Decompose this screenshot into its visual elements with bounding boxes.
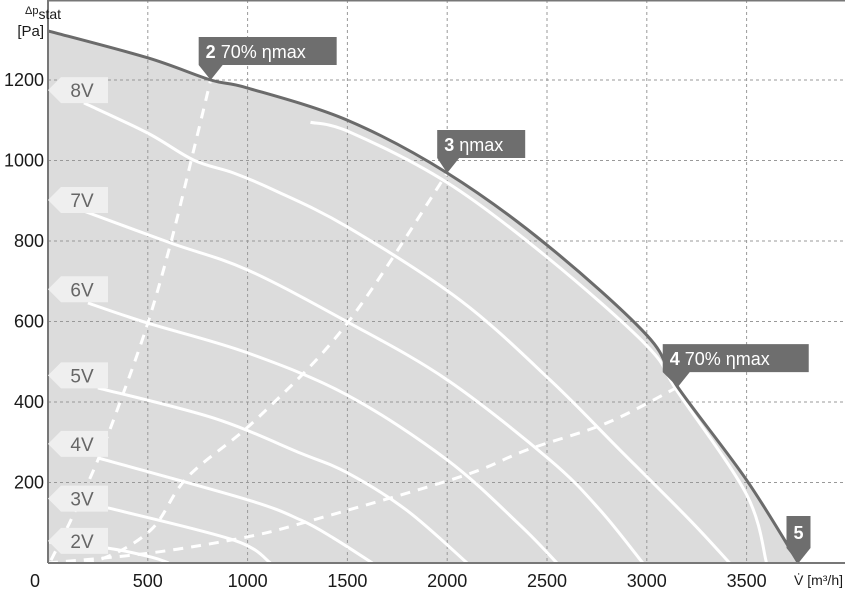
svg-text:270% ηmax: 2 70% ηmax [206, 42, 306, 62]
voltage-label-text: 4V [70, 435, 94, 456]
x-tick-label: 2500 [527, 571, 567, 591]
max-envelope [47, 29, 800, 564]
voltage-label-text: 7V [70, 191, 94, 212]
curve-max [310, 120, 769, 564]
x-tick-label: 2000 [427, 571, 467, 591]
curve-4v [97, 456, 374, 565]
callout-number: 4 [670, 349, 680, 369]
y-tick-label: 1200 [4, 70, 44, 90]
axes: 0 500 1000 1500 2000 2500 3000 3500 200 400 600 800… [4, 0, 845, 591]
voltage-label-4v: 4V [48, 430, 108, 457]
callout-number: 5 [793, 523, 803, 543]
operating-area [48, 30, 799, 563]
svg-text:470% ηmax: 4 70% ηmax [670, 349, 770, 369]
svg-text:5: 5 [793, 523, 803, 543]
voltage-label-text: 6V [70, 280, 94, 301]
voltage-label-3v: 3V [48, 485, 108, 512]
y-tick-label: 800 [14, 231, 44, 251]
x-tick-label: 3000 [627, 571, 667, 591]
callout-label: 70% ηmax [221, 42, 306, 62]
callout-label: 70% ηmax [685, 349, 770, 369]
voltage-label-7v: 7V [48, 186, 108, 213]
operating-area-fill [48, 30, 799, 563]
x-tick-label: 0 [30, 571, 40, 591]
x-tick-label: 1000 [228, 571, 268, 591]
voltage-label-text: 3V [70, 490, 94, 511]
callout-3: 3 ηmax [437, 129, 526, 173]
max-envelope-line [47, 29, 800, 564]
voltage-label-text: 5V [70, 366, 94, 387]
callout-4: 4 70% ηmax [662, 344, 809, 388]
voltage-label-8v: 8V [48, 77, 108, 104]
curve-6v [87, 301, 559, 565]
y-tick-label: 200 [14, 473, 44, 493]
x-axis-label: V̇ [m³/h] [794, 572, 843, 588]
curve-7v [80, 208, 644, 564]
curve-5v [97, 386, 469, 565]
x-tick-label: 1500 [327, 571, 367, 591]
y-tick-label: 600 [14, 312, 44, 332]
callout-number: 3 [444, 135, 454, 155]
voltage-labels: 8V 7V 6V 5V 4V 3V 2V [48, 77, 108, 554]
callout-label: ηmax [459, 135, 503, 155]
callout-number: 2 [206, 42, 216, 62]
x-tick-label: 3500 [727, 571, 767, 591]
voltage-label-6v: 6V [48, 276, 108, 303]
y-tick-label: 1000 [4, 151, 44, 171]
callout-2: 2 70% ηmax [198, 37, 337, 80]
voltage-label-5v: 5V [48, 362, 108, 389]
x-tick-label: 500 [133, 571, 163, 591]
voltage-label-2v: 2V [48, 527, 108, 554]
callout-5: 5 [786, 516, 811, 563]
curve-3v [107, 506, 272, 565]
voltage-label-text: 2V [70, 532, 94, 553]
efficiency-line-4 [47, 385, 679, 565]
curve-8v [83, 101, 731, 565]
y-axis-unit: [Pa] [17, 23, 44, 40]
y-axis-label: Δpstat [25, 5, 61, 22]
voltage-label-text: 8V [70, 81, 94, 102]
y-tick-label: 400 [14, 392, 44, 412]
